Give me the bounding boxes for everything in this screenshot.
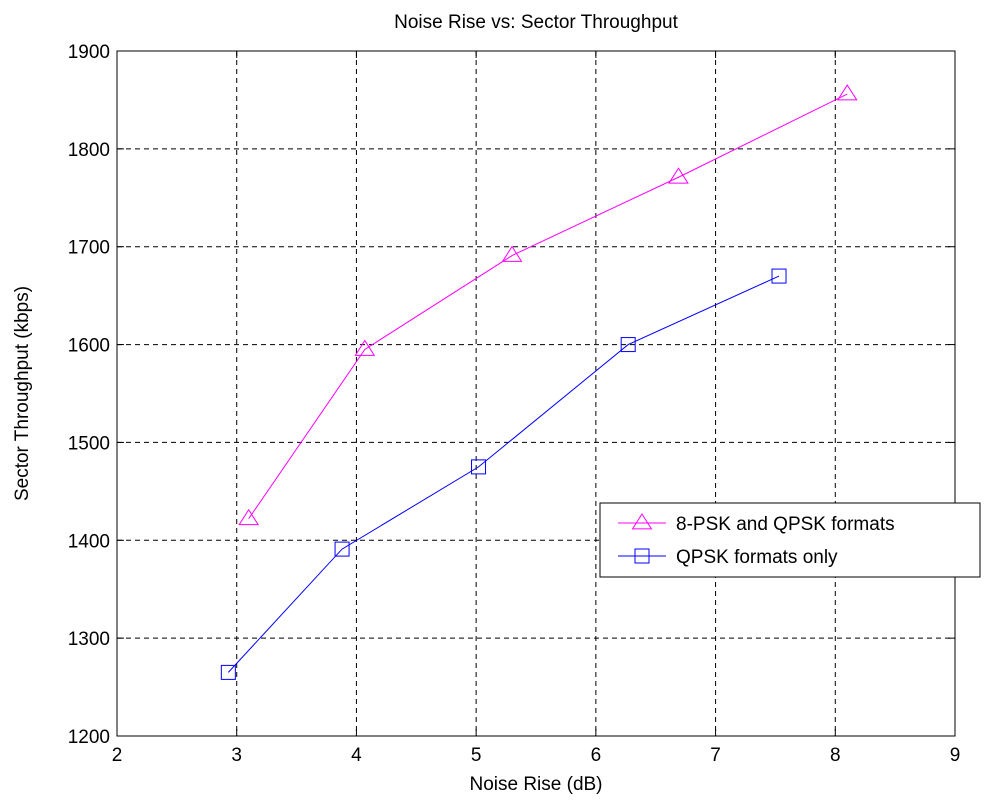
data-point-triangle	[238, 508, 260, 526]
data-point-square	[334, 541, 350, 557]
y-tick-label: 1200	[68, 727, 110, 748]
y-tick-label: 1900	[68, 42, 110, 63]
axis-ticks: 2 3 4 5 6 7 8 9 1200 1300 1400 1500 1600 1700 1800 1900	[68, 42, 961, 766]
legend-entry-8psk-qpsk: 8-PSK and QPSK formats	[676, 514, 895, 535]
legend: 8-PSK and QPSK formats QPSK formats only	[599, 502, 981, 578]
data-point-square	[771, 268, 787, 284]
data-point-square	[220, 664, 236, 680]
series-line	[248, 93, 848, 520]
series-qpsk-only	[220, 268, 787, 680]
chart-title: Noise Rise vs: Sector Throughput	[394, 12, 678, 33]
y-tick-label: 1500	[68, 433, 110, 454]
y-tick-label: 1800	[68, 140, 110, 161]
data-point-triangle	[354, 339, 376, 356]
data-point-triangle	[836, 84, 858, 101]
y-tick-label: 1400	[68, 531, 110, 552]
data-point-square	[620, 337, 636, 353]
grid-lines	[117, 51, 955, 736]
y-tick-label: 1300	[68, 629, 110, 650]
data-point-triangle	[501, 245, 523, 262]
x-tick-label: 6	[591, 745, 602, 766]
x-axis-label: Noise Rise (dB)	[469, 774, 602, 795]
legend-square-marker	[634, 548, 650, 564]
legend-box	[599, 502, 981, 578]
y-tick-label: 1700	[68, 238, 110, 259]
plot-frame	[116, 50, 956, 737]
series-layer	[220, 84, 858, 680]
x-tick-label: 8	[830, 745, 841, 766]
y-tick-label: 1600	[68, 336, 110, 357]
x-tick-label: 7	[710, 745, 721, 766]
x-tick-label: 4	[351, 745, 362, 766]
y-axis-label: Sector Throughput (kbps)	[12, 286, 33, 501]
data-point-triangle	[668, 167, 689, 184]
x-tick-label: 2	[112, 745, 123, 766]
series-line	[227, 275, 780, 673]
x-tick-label: 5	[471, 745, 482, 766]
legend-triangle-marker	[631, 513, 653, 530]
x-tick-label: 3	[231, 745, 242, 766]
data-point-square	[471, 459, 487, 475]
series-8psk-qpsk	[238, 84, 858, 526]
x-tick-label: 9	[950, 745, 961, 766]
plot-area	[117, 51, 955, 736]
legend-entry-qpsk-only: QPSK formats only	[676, 547, 838, 568]
